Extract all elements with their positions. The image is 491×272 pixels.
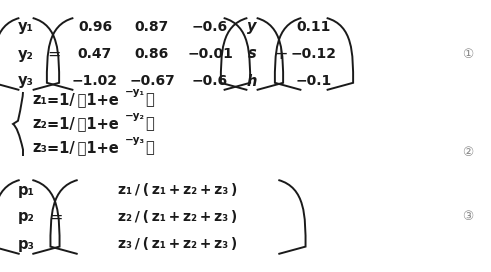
Text: h: h: [247, 73, 257, 88]
Text: ③: ③: [463, 211, 474, 224]
Text: ）: ）: [145, 141, 154, 156]
Text: −0.1: −0.1: [296, 74, 332, 88]
Text: p₃: p₃: [18, 236, 34, 252]
Text: ①: ①: [463, 48, 474, 60]
Text: z₃ / ( z₁ + z₂ + z₃ ): z₃ / ( z₁ + z₂ + z₃ ): [118, 237, 238, 251]
Text: z₃: z₃: [32, 141, 47, 156]
Text: z₂: z₂: [32, 116, 47, 131]
Text: −y₁: −y₁: [125, 87, 145, 97]
Text: +: +: [273, 45, 287, 63]
Text: 0.47: 0.47: [78, 47, 112, 61]
Text: =1/ （1+e: =1/ （1+e: [47, 141, 119, 156]
Text: ）: ）: [145, 116, 154, 131]
Text: 0.87: 0.87: [135, 20, 169, 34]
Text: 0.86: 0.86: [135, 47, 169, 61]
Text: s: s: [247, 47, 256, 61]
Text: p₂: p₂: [18, 209, 34, 224]
Text: −0.12: −0.12: [291, 47, 337, 61]
Text: z₂ / ( z₁ + z₂ + z₃ ): z₂ / ( z₁ + z₂ + z₃ ): [118, 210, 238, 224]
Text: −0.6: −0.6: [192, 20, 228, 34]
Text: y: y: [247, 20, 257, 35]
Text: ②: ②: [463, 147, 474, 159]
Text: −0.67: −0.67: [129, 74, 175, 88]
Text: =: =: [49, 209, 63, 224]
Text: z₁ / ( z₁ + z₂ + z₃ ): z₁ / ( z₁ + z₂ + z₃ ): [118, 183, 238, 197]
Text: z₁: z₁: [32, 92, 47, 107]
Text: −y₂: −y₂: [125, 111, 145, 121]
Text: y₂: y₂: [18, 47, 34, 61]
Text: −0.01: −0.01: [187, 47, 233, 61]
Text: =1/ （1+e: =1/ （1+e: [47, 92, 119, 107]
Text: −1.02: −1.02: [72, 74, 118, 88]
Text: −y₃: −y₃: [125, 135, 145, 145]
Text: 0.11: 0.11: [297, 20, 331, 34]
Text: =1/ （1+e: =1/ （1+e: [47, 116, 119, 131]
Text: y₃: y₃: [18, 73, 34, 88]
Text: y₁: y₁: [18, 20, 34, 35]
Text: =: =: [47, 47, 61, 61]
Text: −0.6: −0.6: [192, 74, 228, 88]
Text: 0.96: 0.96: [78, 20, 112, 34]
Text: p₁: p₁: [18, 183, 34, 197]
Text: ）: ）: [145, 92, 154, 107]
